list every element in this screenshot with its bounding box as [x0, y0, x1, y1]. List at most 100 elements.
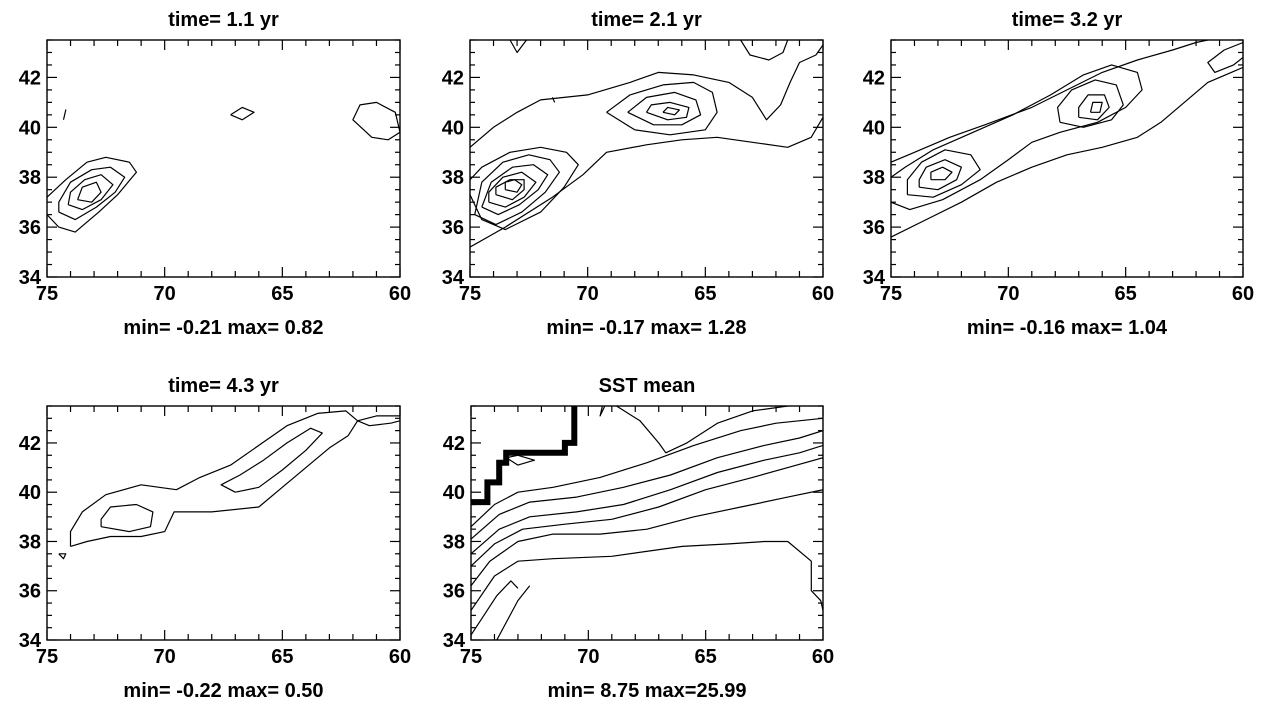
contour-group — [470, 40, 823, 248]
contour-line — [471, 417, 823, 528]
y-tick-label: 42 — [442, 67, 464, 89]
y-tick-label: 40 — [863, 117, 885, 139]
contour-line — [481, 164, 549, 216]
x-tick-label: 75 — [459, 283, 481, 305]
y-tick-label: 40 — [19, 482, 41, 504]
contour-line — [891, 64, 1143, 211]
y-tick-label: 40 — [442, 117, 464, 139]
x-tick-label: 75 — [36, 646, 58, 668]
range-label: min= -0.17 max= 1.28 — [546, 317, 746, 339]
panel-title: time= 2.1 yr — [591, 9, 702, 31]
contour-line — [230, 106, 255, 121]
y-tick-label: 34 — [443, 630, 466, 652]
x-tick-label: 60 — [1232, 283, 1254, 305]
contour-line — [62, 109, 67, 120]
contour-line — [470, 116, 823, 248]
contour-line — [551, 97, 556, 103]
panel-title: time= 1.1 yr — [168, 9, 279, 31]
contour-line — [1089, 101, 1103, 113]
y-tick-label: 38 — [442, 167, 464, 189]
contour-line — [471, 489, 823, 587]
range-label: min= -0.21 max= 0.82 — [123, 317, 323, 339]
panel-title: time= 4.3 yr — [168, 375, 279, 397]
contour-line — [906, 149, 981, 198]
y-tick-label: 34 — [442, 267, 465, 289]
y-tick-label: 42 — [863, 67, 885, 89]
plot-frame — [470, 405, 824, 641]
contour-line — [352, 101, 400, 141]
contour-line — [471, 430, 823, 540]
contour-line — [1078, 94, 1110, 121]
contour-line — [470, 146, 579, 231]
panel-3: 75 70 65 60 34 36 38 40 42 time= 3.2 yr min= -0.16… — [863, 9, 1254, 339]
x-tick-label: 70 — [577, 646, 599, 668]
contour-line — [100, 503, 154, 533]
contour-line — [67, 174, 114, 211]
contour-line — [488, 171, 537, 208]
y-tick-label: 40 — [19, 117, 41, 139]
contour-line — [357, 415, 400, 427]
contour-group — [58, 410, 400, 560]
contour-group — [891, 40, 1243, 238]
contour-group — [471, 406, 823, 640]
contour-line — [740, 40, 789, 61]
x-tick-label: 75 — [460, 646, 482, 668]
x-tick-label: 60 — [389, 283, 411, 305]
y-tick-label: 38 — [19, 531, 41, 553]
y-tick-label: 34 — [19, 630, 42, 652]
y-tick-label: 34 — [19, 267, 42, 289]
y-tick-label: 42 — [443, 433, 465, 455]
y-tick-label: 36 — [443, 581, 465, 603]
y-tick-label: 38 — [863, 167, 885, 189]
contour-line — [1207, 41, 1243, 74]
x-tick-label: 65 — [271, 283, 293, 305]
contour-line — [496, 585, 531, 640]
contour-line — [471, 457, 823, 567]
x-tick-label: 60 — [812, 646, 834, 668]
contour-line — [471, 540, 823, 611]
x-tick-label: 65 — [695, 646, 717, 668]
y-tick-label: 36 — [442, 217, 464, 239]
contour-line — [627, 91, 702, 126]
contour-line — [505, 454, 536, 466]
contour-line — [1056, 79, 1124, 128]
panel-5: 75 70 65 60 34 36 38 40 42 SST mean min= 8.75 max=… — [443, 375, 834, 701]
x-tick-label: 75 — [880, 283, 902, 305]
plot-frame — [46, 39, 401, 278]
contour-line — [599, 406, 606, 417]
plot-frame — [46, 405, 401, 641]
y-tick-label: 40 — [443, 482, 465, 504]
plot-frame — [890, 39, 1244, 278]
contour-line — [474, 154, 561, 226]
contour-line — [918, 159, 963, 191]
x-tick-label: 70 — [997, 283, 1019, 305]
y-tick-label: 36 — [19, 217, 41, 239]
contour-line — [470, 44, 823, 148]
y-tick-label: 34 — [863, 267, 886, 289]
y-tick-label: 42 — [19, 433, 41, 455]
x-tick-label: 60 — [812, 283, 834, 305]
contour-line — [509, 40, 527, 54]
contour-line — [58, 553, 67, 560]
x-tick-label: 70 — [577, 283, 599, 305]
contour-line — [616, 406, 788, 454]
panel-title: SST mean — [599, 375, 696, 397]
contour-line — [504, 179, 523, 193]
coastline-contour — [471, 406, 578, 506]
range-label: min= -0.22 max= 0.50 — [123, 680, 323, 701]
contour-group — [47, 101, 400, 233]
x-tick-label: 65 — [694, 283, 716, 305]
x-tick-label: 65 — [271, 646, 293, 668]
contour-line — [930, 166, 953, 181]
panel-2: 75 70 65 60 34 36 38 40 42 time= 2.1 yr min= -0.17… — [442, 9, 834, 339]
panel-title: time= 3.2 yr — [1012, 9, 1123, 31]
contour-line — [495, 179, 525, 201]
y-tick-label: 36 — [19, 581, 41, 603]
contour-line — [47, 156, 137, 233]
range-label: min= 8.75 max=25.99 — [547, 680, 746, 701]
plot-frame — [469, 39, 824, 278]
contour-line — [662, 106, 681, 116]
contour-line — [58, 166, 126, 221]
range-label: min= -0.16 max= 1.04 — [967, 317, 1168, 339]
